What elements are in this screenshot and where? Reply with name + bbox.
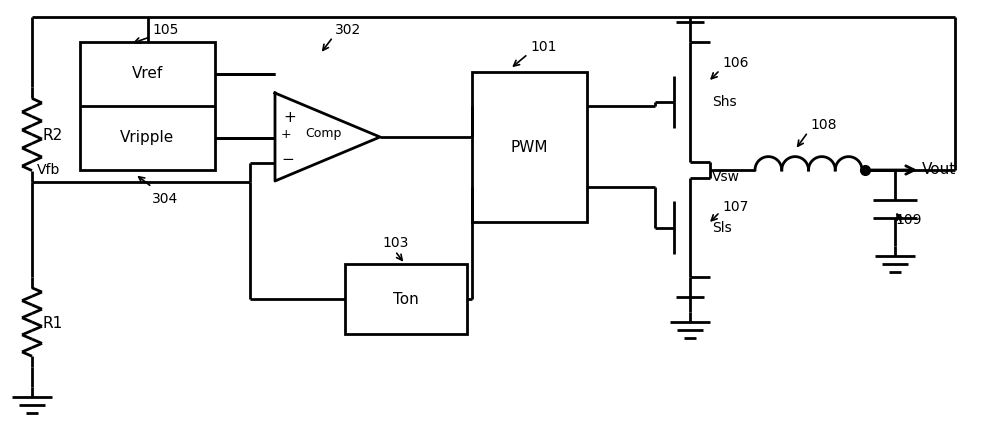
Text: Vfb: Vfb <box>37 163 60 177</box>
Text: 302: 302 <box>335 23 361 37</box>
Text: 108: 108 <box>810 118 836 132</box>
Text: 304: 304 <box>152 192 178 206</box>
Bar <box>80 42 215 170</box>
Text: Vref: Vref <box>132 66 163 81</box>
Bar <box>472 72 587 222</box>
Text: 103: 103 <box>382 236 408 250</box>
Text: Sls: Sls <box>712 221 732 235</box>
Text: Ton: Ton <box>393 292 419 306</box>
Text: R1: R1 <box>42 316 62 331</box>
Text: Shs: Shs <box>712 95 737 109</box>
Text: Comp: Comp <box>305 126 341 140</box>
Text: Vripple: Vripple <box>120 130 175 145</box>
Text: 106: 106 <box>722 56 748 70</box>
Text: 109: 109 <box>895 213 921 227</box>
Text: Vout: Vout <box>922 163 956 178</box>
Text: R2: R2 <box>42 127 62 142</box>
Text: PWM: PWM <box>511 140 548 155</box>
Text: 101: 101 <box>530 40 556 54</box>
Text: +: + <box>283 110 296 125</box>
Text: 105: 105 <box>152 23 178 37</box>
Text: Vsw: Vsw <box>712 170 740 184</box>
Text: +: + <box>281 129 292 141</box>
Text: 107: 107 <box>722 200 748 214</box>
Bar <box>345 264 467 334</box>
Text: −: − <box>281 152 294 167</box>
